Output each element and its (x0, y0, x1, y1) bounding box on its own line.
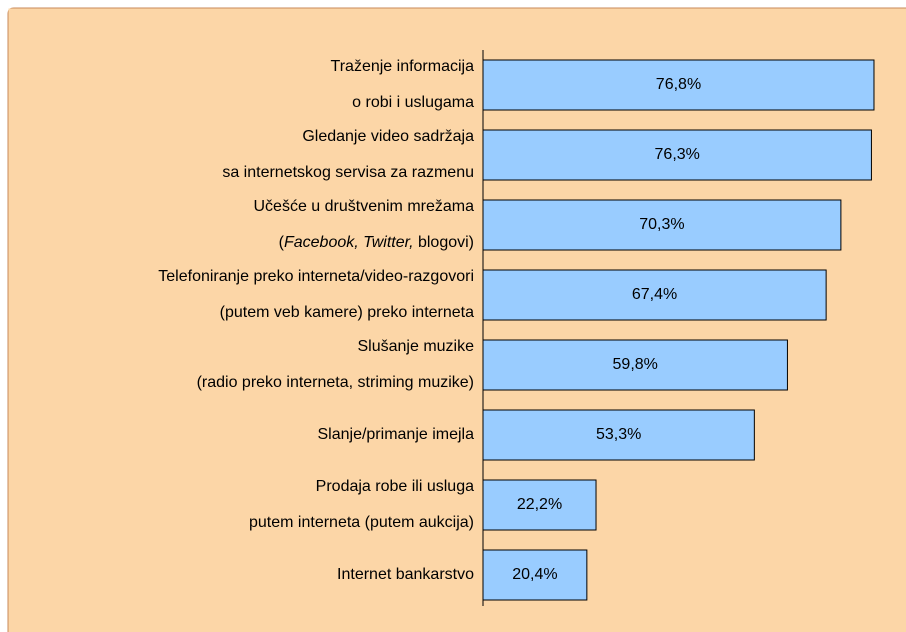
bar (482, 129, 872, 181)
category-label: Učešće u društvenim mrežama (253, 198, 474, 215)
bar (482, 59, 875, 111)
category-label-run: blogovi) (414, 234, 474, 251)
value-label: 76,3% (655, 146, 700, 163)
category-label: Traženje informacija (331, 58, 475, 75)
value-label: 70,3% (639, 216, 684, 233)
value-label: 67,4% (632, 286, 677, 303)
category-label: putem interneta (putem aukcija) (249, 514, 474, 531)
bar (482, 479, 597, 531)
category-label: Gledanje video sadržaja (302, 128, 474, 145)
category-label: Telefoniranje preko interneta/video-razg… (158, 268, 474, 285)
value-label: 59,8% (613, 356, 658, 373)
category-label-run: ( (279, 234, 285, 251)
bar (482, 339, 788, 391)
category-label: Internet bankarstvo (337, 566, 474, 583)
value-label: 20,4% (512, 566, 557, 583)
category-label: o robi i uslugama (352, 94, 474, 111)
value-label: 53,3% (596, 426, 641, 443)
value-label: 22,2% (517, 496, 562, 513)
bar (482, 199, 842, 251)
bar (482, 269, 827, 321)
category-label: Prodaja robe ili usluga (316, 478, 474, 495)
category-label: (putem veb kamere) preko interneta (220, 304, 474, 321)
category-label-run: Facebook, Twitter, (284, 234, 414, 251)
category-label: Slušanje muzike (358, 338, 475, 355)
value-label: 76,8% (656, 76, 701, 93)
bar (482, 549, 588, 601)
category-label: (radio preko interneta, striming muzike) (197, 374, 474, 391)
bar (482, 409, 755, 461)
category-label: Slanje/primanje imejla (317, 426, 474, 443)
category-label: (Facebook, Twitter, blogovi) (279, 234, 474, 251)
category-label: sa internetskog servisa za razmenu (222, 164, 474, 181)
